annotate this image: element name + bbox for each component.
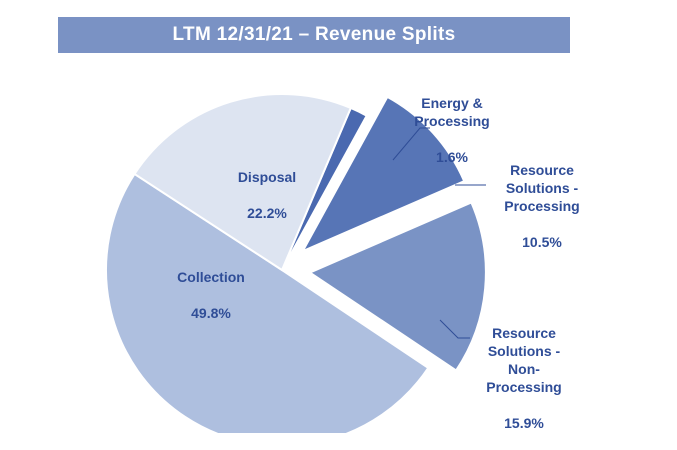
leader-energy-processing: [392, 127, 430, 161]
pie-chart: [105, 93, 487, 433]
slice-disposal: [133, 93, 353, 272]
label-resource-processing: Resource Solutions - Processing 10.5%: [486, 143, 598, 269]
chart-title-bar: LTM 12/31/21 – Revenue Splits: [58, 17, 570, 53]
slice-value: 49.8%: [191, 305, 231, 321]
chart-title: LTM 12/31/21 – Revenue Splits: [172, 24, 456, 45]
slice-collection: [105, 172, 430, 433]
slice-label: Resource Solutions - Non- Processing: [486, 325, 562, 395]
label-energy-processing: Energy & Processing 1.6%: [400, 76, 504, 184]
slice-resource-nonprocessing: [307, 201, 487, 372]
slice-label: Resource Solutions - Processing: [504, 162, 580, 214]
slice-label: Disposal: [237, 169, 297, 185]
slice-resource-processing: [300, 95, 466, 254]
label-disposal: Disposal 22.2%: [222, 150, 312, 240]
slice-label: Energy & Processing: [414, 95, 490, 129]
slice-value: 15.9%: [504, 415, 544, 431]
slice-label: Collection: [177, 269, 245, 285]
slice-value: 22.2%: [247, 205, 287, 221]
slice-value: 1.6%: [436, 149, 468, 165]
label-resource-nonprocessing: Resource Solutions - Non- Processing 15.…: [468, 306, 580, 450]
slice-value: 10.5%: [522, 234, 562, 250]
leader-resource-nonprocessing: [439, 319, 470, 339]
label-collection: Collection 49.8%: [156, 250, 266, 340]
